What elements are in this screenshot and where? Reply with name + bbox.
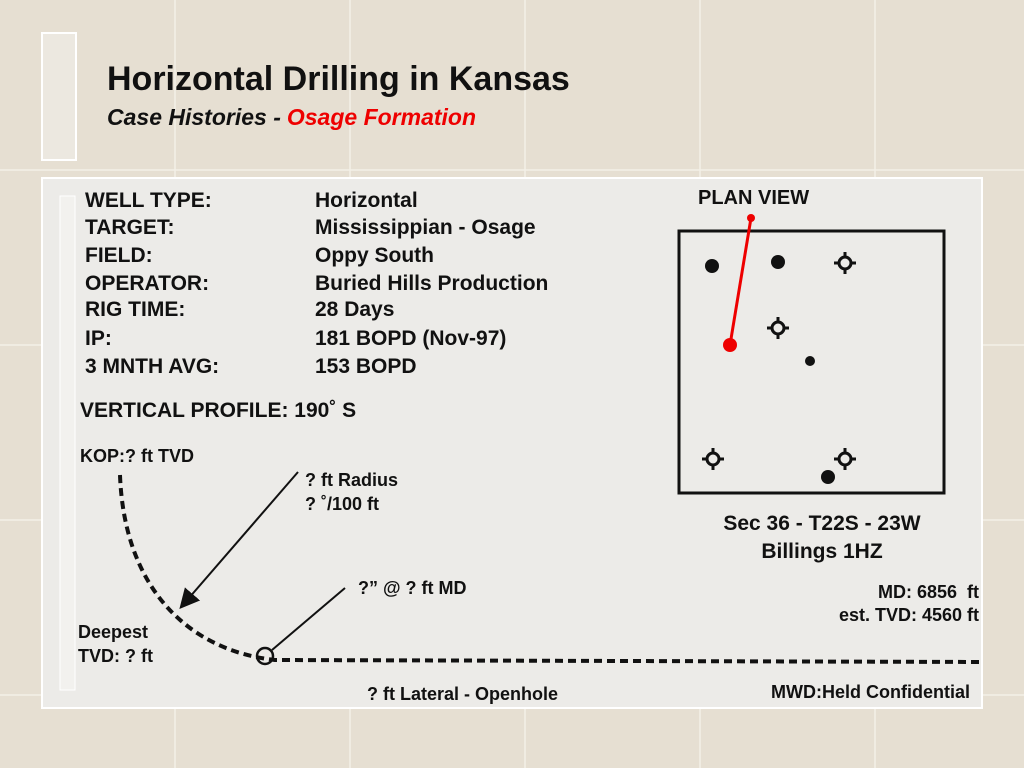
lateral-label: ? ft Lateral - Openhole — [367, 684, 558, 704]
title: Horizontal Drilling in Kansas — [107, 60, 570, 98]
subtitle: Case Histories - Osage Formation — [107, 104, 476, 130]
kop-label: KOP:? ft TVD — [80, 446, 194, 466]
dry-hole-cross — [767, 317, 789, 339]
subtitle-prefix: Case Histories - — [107, 104, 281, 130]
info-label: WELL TYPE: — [85, 189, 212, 212]
deepest-tvd-label: TVD: ? ft — [78, 646, 153, 666]
info-label: RIG TIME: — [85, 298, 185, 321]
lateral-trace — [728, 217, 753, 346]
radius-label: ? ft Radius — [305, 470, 398, 490]
info-label: 3 MNTH AVG: — [85, 355, 219, 378]
accent-bar — [41, 32, 77, 161]
well-info: WELL TYPE: Horizontal TARGET: Mississippian… — [85, 189, 548, 378]
info-value: 153 BOPD — [315, 355, 417, 378]
subtitle-highlight: Osage Formation — [287, 104, 476, 130]
profile-title: VERTICAL PROFILE: 190˚ S — [80, 399, 356, 422]
well-path — [118, 474, 983, 664]
info-value: Mississippian - Osage — [315, 216, 536, 239]
info-value: Oppy South — [315, 244, 434, 267]
well-name: Billings 1HZ — [761, 540, 883, 563]
info-value: 28 Days — [315, 298, 394, 321]
dry-hole-cross — [702, 448, 724, 470]
casing-point — [255, 646, 275, 666]
casing-label: ?” @ ? ft MD — [358, 578, 467, 598]
plan-view-title: PLAN VIEW — [698, 187, 809, 209]
info-value: Buried Hills Production — [315, 272, 548, 295]
radius-arrow — [179, 471, 299, 610]
mwd-label: MWD:Held Confidential — [771, 682, 970, 702]
panel-edge — [59, 195, 76, 691]
build-rate-label: ? ˚/100 ft — [305, 494, 379, 514]
dry-hole-cross — [834, 252, 856, 274]
deepest-label: Deepest — [78, 622, 148, 642]
info-value: 181 BOPD (Nov-97) — [315, 327, 506, 350]
section-box — [677, 229, 946, 495]
info-label: FIELD: — [85, 244, 153, 267]
casing-pointer — [271, 587, 346, 651]
dry-holes — [702, 252, 856, 470]
wells — [705, 255, 835, 484]
info-label: OPERATOR: — [85, 272, 209, 295]
panel — [41, 177, 983, 709]
section-label: Sec 36 - T22S - 23W — [723, 512, 920, 535]
surface-location — [747, 214, 755, 222]
tvd-label: est. TVD: 4560 ft — [839, 605, 979, 625]
dry-hole-cross — [834, 448, 856, 470]
info-value: Horizontal — [315, 189, 418, 212]
info-label: IP: — [85, 327, 112, 350]
bottom-hole — [723, 338, 737, 352]
md-label: MD: 6856 ft — [878, 582, 979, 602]
info-label: TARGET: — [85, 216, 174, 239]
